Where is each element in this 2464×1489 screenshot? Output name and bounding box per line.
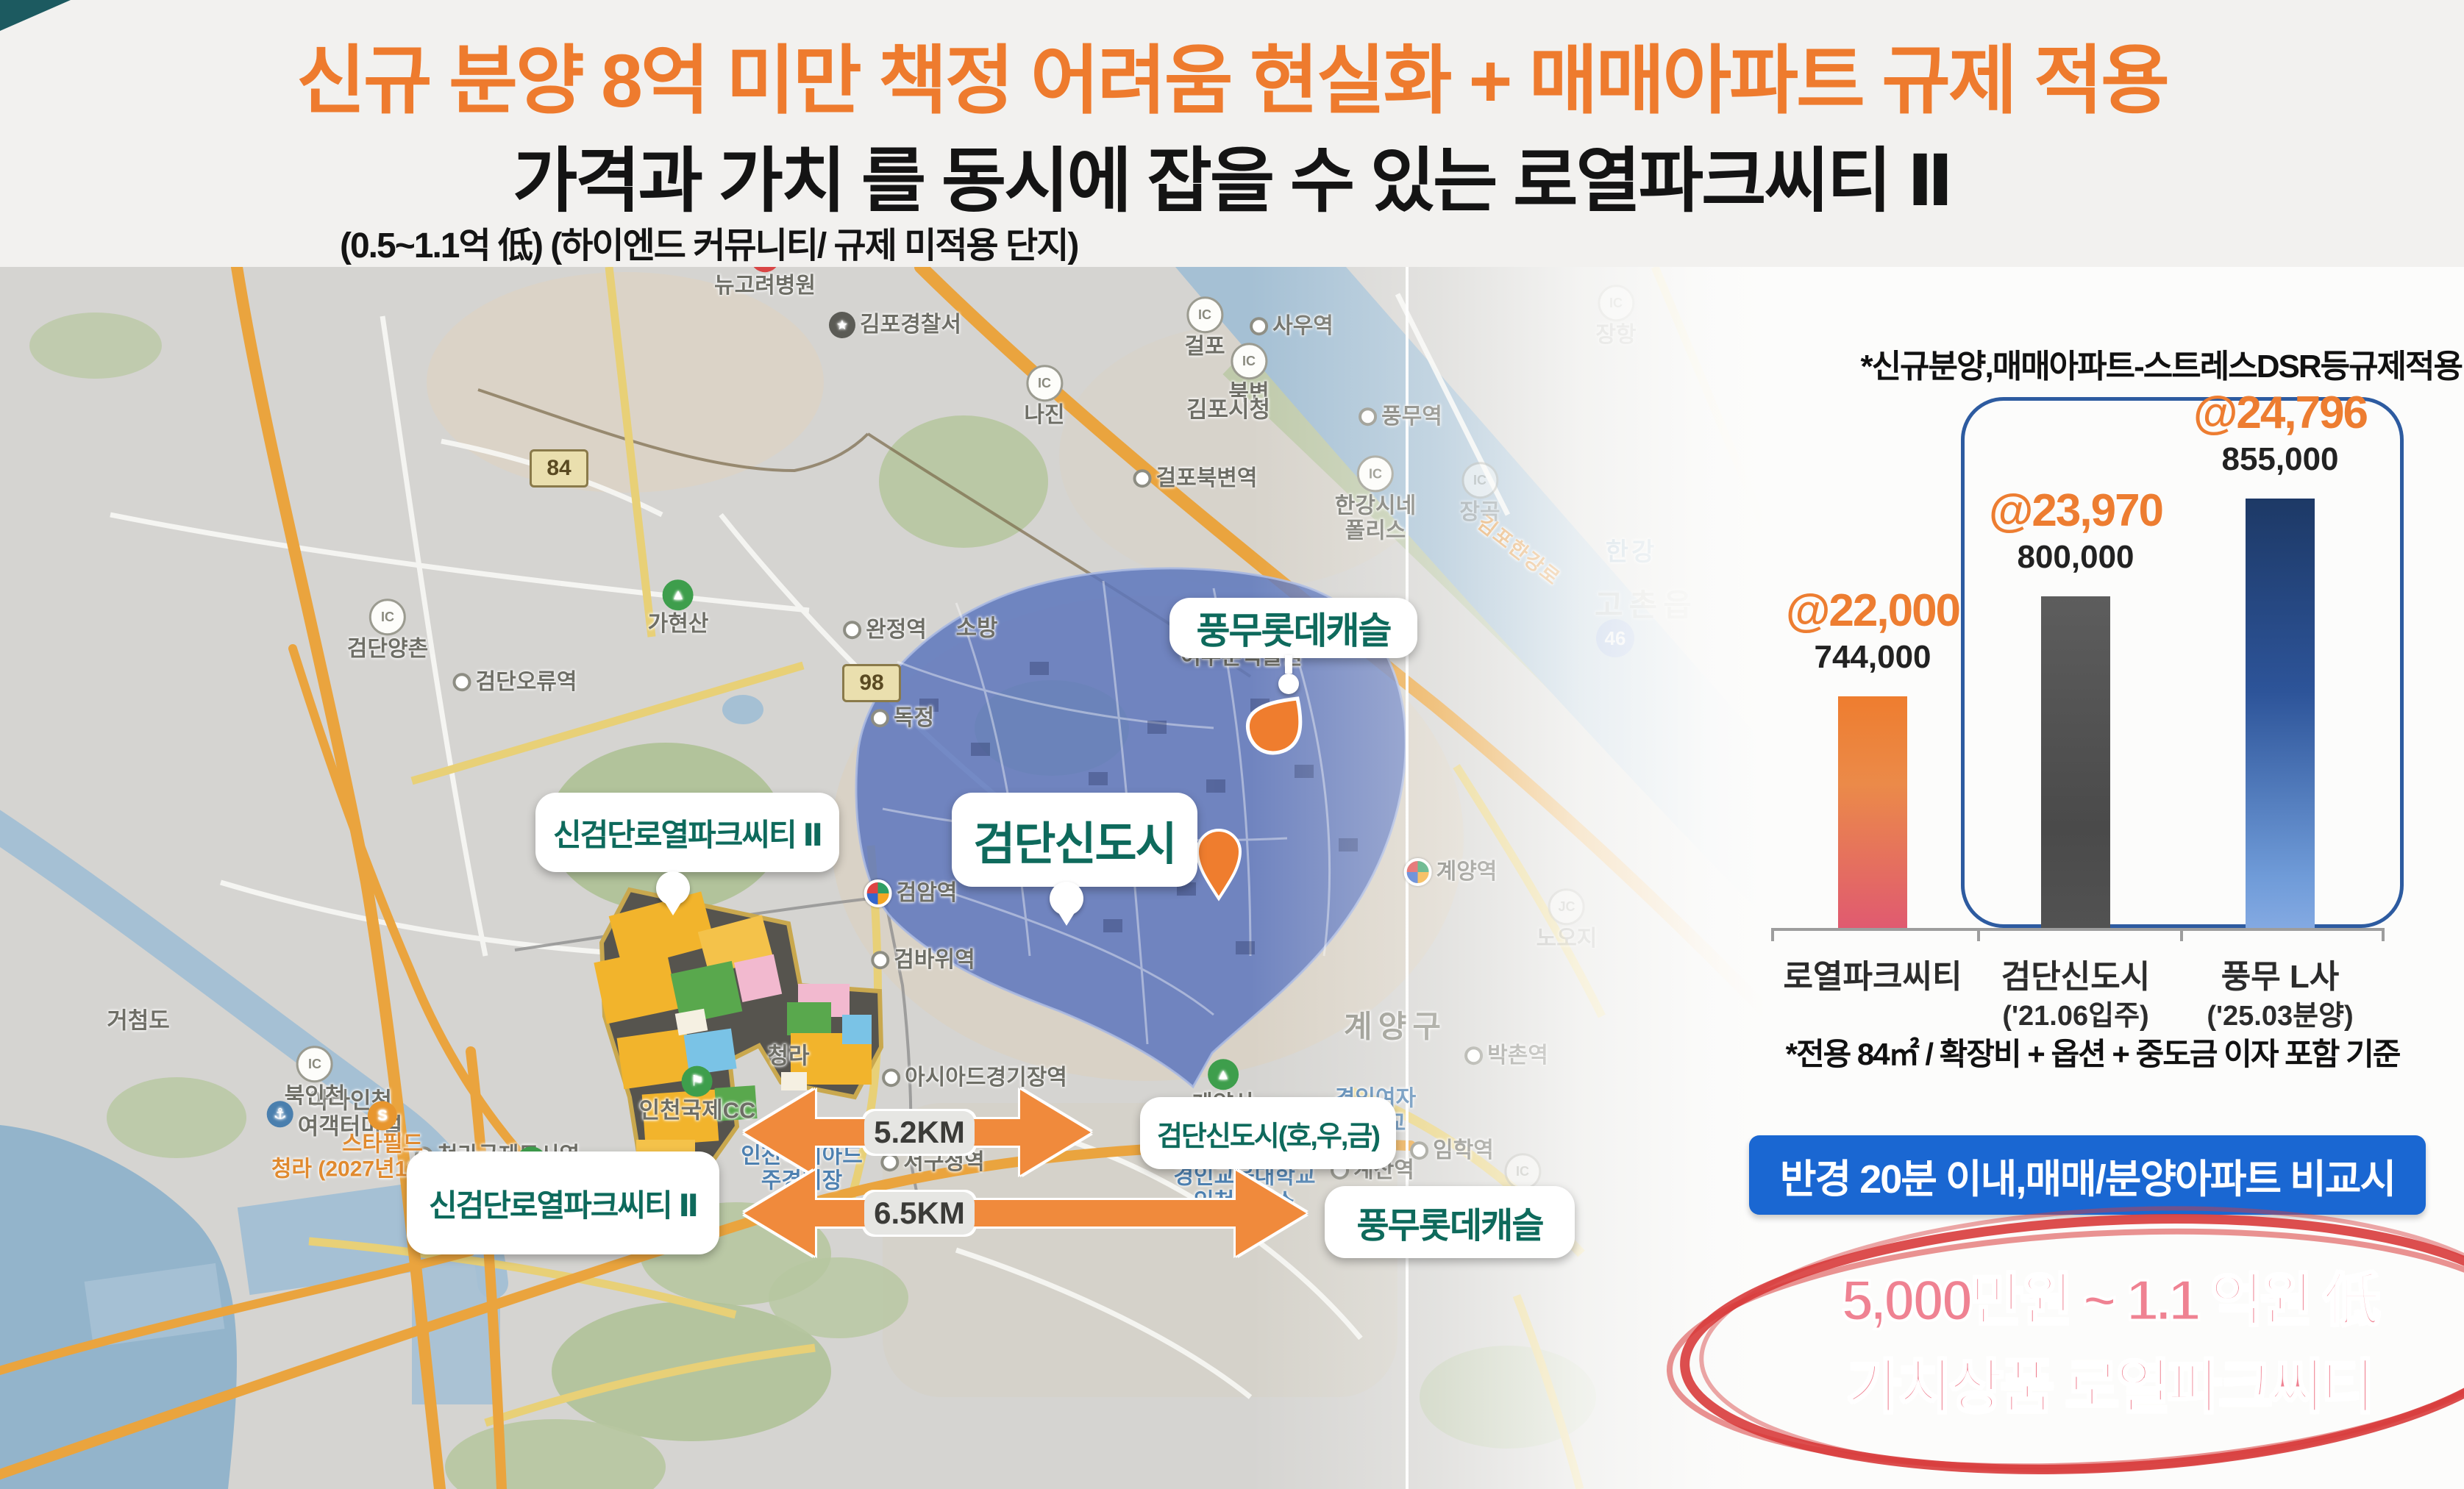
- per-pyeong-label: @23,970: [1988, 485, 2164, 536]
- slide-header: 신규 분양 8억 미만 책정 어려움 현실화 + 매매아파트 규제 적용 가격과…: [0, 0, 2464, 267]
- map-label: IC 검단양촌: [347, 599, 428, 662]
- chart-axis: [1771, 928, 2385, 931]
- station-dot-icon: [880, 1153, 900, 1172]
- arrowhead-right-icon: [1236, 1171, 1306, 1256]
- map-label: 청라: [767, 1043, 810, 1069]
- total-price-label: 744,000: [1814, 639, 1931, 675]
- title-line1: 신규 분양 8억 미만 책정 어려움 현실화 + 매매아파트 규제 적용: [296, 39, 2170, 123]
- map-label: 검암역: [864, 879, 957, 907]
- map-callout: 풍무롯데캐슬: [1169, 598, 1417, 658]
- distance-arrow: 6.5KM: [744, 1169, 1306, 1257]
- mountain-icon: ▲: [1207, 1059, 1239, 1090]
- map-callout: 신검단로열파크씨티 Ⅱ: [407, 1151, 719, 1254]
- station-dot-icon: [882, 1068, 901, 1088]
- callout-pointer-icon: [1050, 882, 1083, 915]
- interchange-icon: IC: [369, 599, 406, 636]
- per-pyeong-label: @22,000: [1785, 585, 1961, 636]
- arrowhead-left-icon: [744, 1090, 815, 1175]
- pungmu-droplet-pin-icon: [1245, 696, 1303, 755]
- category-label: 로열파크씨티: [1783, 959, 1962, 995]
- police-icon: ★: [829, 312, 855, 338]
- distance-label: 6.5KM: [864, 1192, 975, 1235]
- transfer-station-icon: [864, 879, 892, 907]
- station-dot-icon: [870, 709, 889, 728]
- category-label: 검단신도시: [2001, 959, 2151, 995]
- mountain-icon: ▲: [663, 579, 694, 611]
- road-number-badge: 84: [530, 449, 588, 488]
- axis-tick: [1977, 928, 1980, 941]
- store-icon: S: [367, 1101, 397, 1131]
- chart-bar: [2041, 596, 2110, 928]
- map-callout: 풍무롯데캐슬: [1325, 1186, 1575, 1258]
- axis-tick: [2382, 928, 2385, 941]
- title-line2: 가격과 가치 를 동시에 잡을 수 있는 로열파크씨티 Ⅱ: [512, 142, 1954, 221]
- map-callout: 신검단로열파크씨티 Ⅱ: [535, 793, 839, 872]
- arrowhead-right-icon: [1020, 1090, 1091, 1175]
- map-label: 걸포북변역: [1133, 466, 1258, 491]
- axis-tick: [2180, 928, 2183, 941]
- map-label: ▲ 가현산: [648, 579, 708, 637]
- road-number-badge: 98: [842, 664, 901, 702]
- map-label: 검바위역: [871, 948, 975, 973]
- compare-badge: 반경 20분 이내,매매/분양아파트 비교시: [1749, 1135, 2426, 1215]
- title-subtitle: (0.5~1.1억 低) (하이엔드 커뮤니티/ 규제 미적용 단지): [340, 226, 1079, 265]
- map-label: IC 걸포: [1184, 296, 1225, 360]
- station-dot-icon: [1133, 469, 1152, 488]
- ferry-icon: ⚓: [266, 1101, 293, 1127]
- map-callout: 검단신도시(호,우,금): [1140, 1097, 1396, 1169]
- interchange-icon: IC: [296, 1046, 333, 1083]
- axis-tick: [1771, 928, 1774, 941]
- chart-note: *신규분양,매매아파트-스트레스DSR등규제적용: [1860, 349, 2463, 385]
- map-label: 서구청역: [880, 1150, 985, 1175]
- map-label: 소방: [955, 615, 998, 641]
- distance-arrow: 5.2KM: [744, 1088, 1091, 1176]
- callout-pointer-icon: [1285, 655, 1292, 674]
- map-label: ⚑ 인천국제CC: [639, 1065, 755, 1124]
- chart-footnote: *전용 84㎡ / 확장비 + 옵션 + 중도금 이자 포함 기준: [1785, 1037, 2401, 1071]
- station-dot-icon: [452, 673, 471, 692]
- station-dot-icon: [843, 621, 862, 640]
- category-label: 풍무 L사: [2221, 959, 2340, 995]
- station-dot-icon: [871, 951, 890, 970]
- map-label: 독정: [870, 706, 934, 731]
- map-label: 아시아드경기장역: [882, 1065, 1067, 1090]
- map-label: 완정역: [843, 618, 927, 643]
- total-price-label: 855,000: [2221, 441, 2339, 477]
- chart-bar: [2246, 499, 2315, 928]
- callout-pointer-icon: [1278, 674, 1299, 694]
- category-sublabel: ('25.03분양): [2207, 1001, 2354, 1032]
- map-label: IC 나진: [1024, 365, 1065, 428]
- arrowhead-left-icon: [744, 1171, 815, 1256]
- golf-icon: ⚑: [681, 1065, 713, 1097]
- map-label: IC 북인천: [285, 1046, 345, 1109]
- map-label: 거첨도: [107, 1007, 170, 1034]
- gumdan-location-pin-icon: [1195, 829, 1242, 901]
- map-label: ★ 김포경찰서: [829, 312, 961, 338]
- distance-label: 5.2KM: [864, 1111, 975, 1154]
- map-callout: 검단신도시: [952, 793, 1197, 887]
- chart-highlight-frame: [1961, 397, 2404, 928]
- chart-bar: [1838, 696, 1907, 928]
- interchange-icon: IC: [1186, 296, 1223, 334]
- total-price-label: 800,000: [2017, 539, 2134, 575]
- callout-pointer-icon: [656, 871, 690, 905]
- interchange-icon: IC: [1025, 365, 1063, 402]
- category-sublabel: ('21.06입주): [2002, 1001, 2149, 1032]
- map-label: 검단오류역: [452, 670, 577, 695]
- per-pyeong-label: @24,796: [2193, 388, 2368, 438]
